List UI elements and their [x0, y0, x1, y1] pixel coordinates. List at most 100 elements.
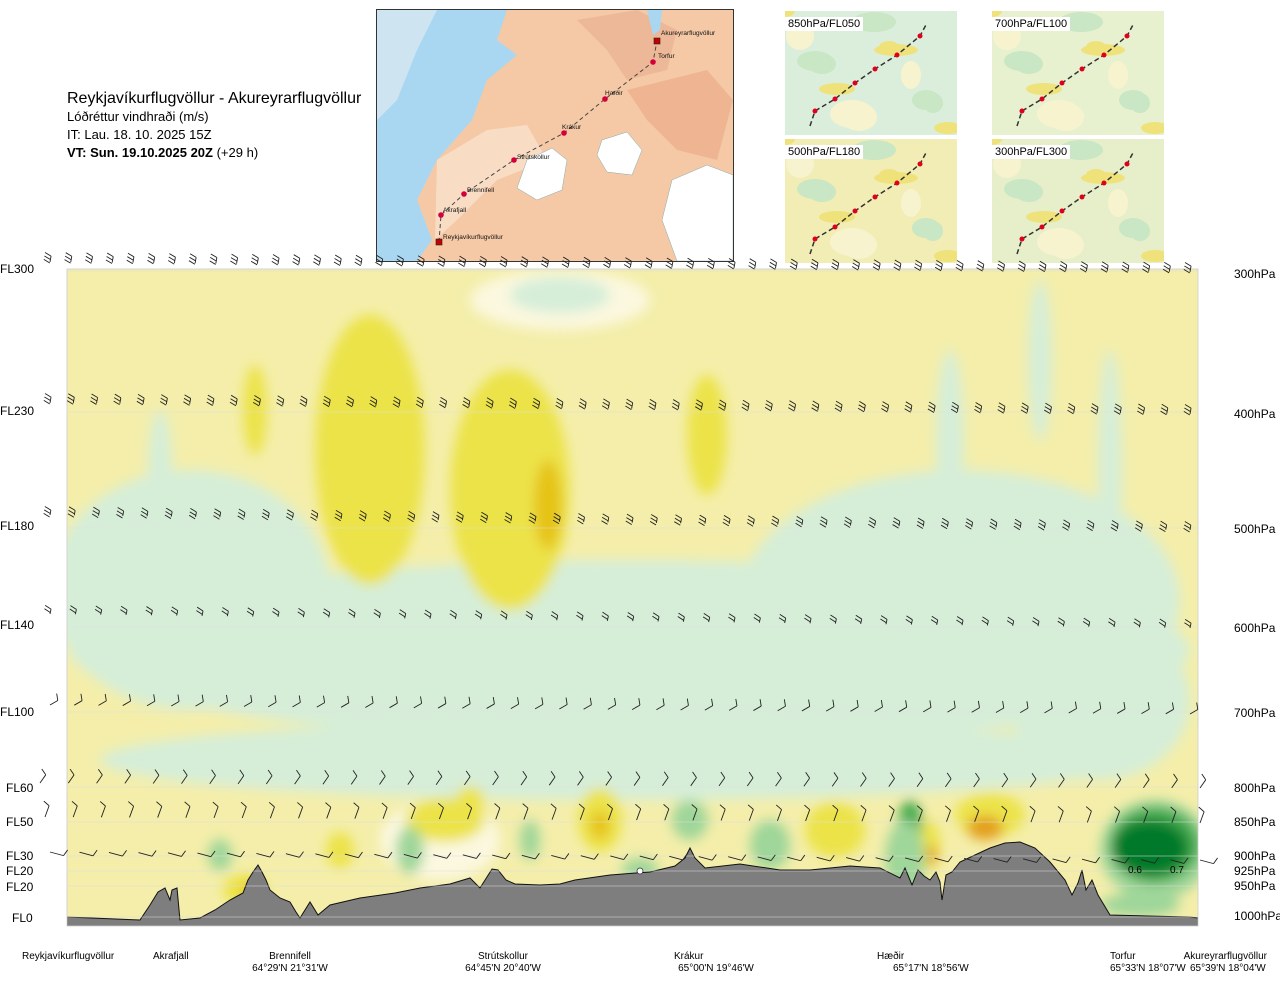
wind-barb: [625, 398, 634, 410]
wind-barb: [973, 772, 980, 788]
field-blob: [687, 375, 727, 495]
wind-barb: [601, 611, 609, 621]
wind-barb: [905, 615, 913, 625]
wind-barb: [677, 612, 685, 622]
mini-map-500: 500hPa/FL180: [785, 139, 957, 263]
wind-barb: [550, 803, 557, 820]
wind-barb: [209, 769, 216, 784]
wind-barb: [43, 252, 52, 264]
wind-barb: [578, 803, 585, 820]
wind-barb: [521, 852, 540, 860]
waypoint-akrafjall-marker: [438, 212, 444, 218]
wind-barb: [375, 255, 384, 267]
wind-barb: [644, 257, 653, 269]
wind-barb: [860, 772, 867, 787]
wind-barb: [789, 258, 798, 270]
wind-barb: [1184, 618, 1192, 629]
valid-time-offset: (+29 h): [216, 145, 259, 160]
wind-barb: [997, 402, 1006, 414]
wind-barb: [550, 611, 559, 621]
wind-barb: [748, 258, 757, 270]
wind-barb: [1199, 857, 1218, 865]
wind-barb: [1081, 856, 1101, 864]
wind-barb: [698, 854, 717, 861]
field-blob: [326, 832, 354, 868]
map-label-akureyri: Akureyrarflugvöllur: [661, 30, 716, 37]
wind-barb: [577, 513, 585, 525]
wind-barb: [795, 516, 804, 528]
mini-map-500-label: 500hPa/FL180: [785, 145, 864, 159]
wind-barb: [1058, 773, 1065, 788]
wind-barb: [39, 768, 47, 784]
wind-barb: [1158, 618, 1167, 628]
wind-barb: [43, 506, 52, 518]
wind-barb: [315, 851, 334, 858]
wind-barb: [152, 769, 160, 784]
wind-barb: [486, 696, 495, 709]
wind-barb: [237, 769, 245, 785]
wind-barb: [1183, 521, 1192, 533]
wind-barb: [1183, 404, 1192, 416]
wind-barb: [728, 698, 738, 711]
wind-barb: [510, 697, 520, 710]
mini-map-850: 850hPa/FL050: [785, 11, 957, 135]
fl-label-30: FL30: [6, 849, 34, 863]
wind-barb: [354, 254, 363, 267]
wind-barb: [1057, 617, 1065, 627]
wind-barb: [344, 851, 363, 859]
map-label-torfur: Torfur: [658, 53, 675, 60]
location-name: Krákur: [674, 951, 704, 962]
wind-barb: [626, 612, 635, 622]
wind-barb: [850, 699, 859, 712]
wind-barb: [757, 854, 776, 861]
wind-barb: [365, 696, 374, 708]
wind-barb: [71, 800, 78, 818]
wind-barb: [528, 512, 537, 524]
wind-field: [67, 269, 1198, 926]
location-torfur: Torfur 65°33'N 18°07'W: [1110, 951, 1186, 975]
wind-barb: [656, 698, 665, 711]
wind-barb: [1057, 806, 1064, 823]
wind-barb: [1022, 856, 1042, 863]
wind-barb: [1183, 262, 1192, 274]
wind-barb: [292, 695, 301, 708]
wind-barb: [888, 772, 895, 787]
wind-barb: [940, 517, 949, 530]
wind-barb: [74, 693, 83, 706]
plot-frame: [66, 268, 1199, 927]
wind-barb: [136, 394, 145, 406]
wind-barb: [702, 613, 711, 623]
location-name: Reykjavíkurflugvöllur: [22, 951, 115, 962]
wind-barb: [322, 769, 330, 785]
wind-barb: [981, 616, 989, 626]
wind-barb: [416, 255, 425, 267]
wind-barb: [686, 257, 695, 270]
wind-barb: [578, 398, 587, 410]
field-blob: [208, 839, 232, 871]
wind-barb: [803, 772, 811, 787]
wind-barb: [229, 394, 238, 407]
wind-barb: [695, 399, 703, 411]
wind-barb: [1133, 618, 1141, 628]
wind-barb: [1134, 520, 1143, 532]
wind-barb: [124, 769, 131, 784]
wind-barb: [268, 801, 275, 819]
wind-barb: [122, 694, 132, 706]
location-brennifell: Brennifell 64°29'N 21°31'W: [245, 951, 335, 975]
wind-barb: [1019, 701, 1029, 714]
map-label-akrafjall: Akrafjall: [443, 207, 467, 214]
wind-barb: [746, 771, 754, 787]
wind-barb: [625, 513, 634, 526]
wind-barb: [85, 252, 93, 264]
wind-barb: [91, 506, 100, 518]
wind-barb: [261, 508, 270, 521]
wind-barb: [816, 855, 835, 862]
wind-barb: [415, 396, 424, 408]
field-blob: [243, 365, 267, 455]
wind-barb: [437, 696, 447, 709]
wind-barb: [635, 803, 642, 821]
wind-barb: [494, 803, 501, 820]
wind-barb: [485, 397, 494, 409]
wind-barb: [1142, 261, 1151, 274]
